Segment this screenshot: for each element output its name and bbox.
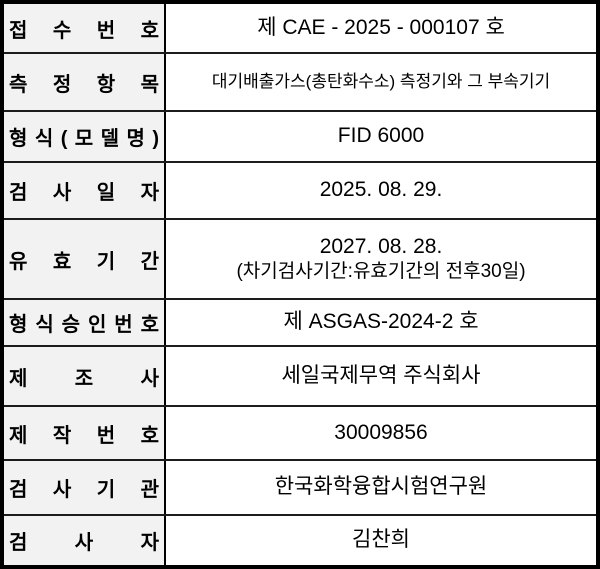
field-label: 측 정 항 목	[9, 73, 159, 96]
field-label-cell: 유 효 기 간	[4, 220, 166, 298]
table-row-type-approval-number: 형 식 승 인 번 호 제 ASGAS-2024-2 호	[4, 298, 596, 345]
field-label: 검 사 기 관	[9, 479, 159, 501]
field-label: 검 사 자	[9, 532, 159, 554]
field-value: 제 CAE - 2025 - 000107 호	[257, 15, 505, 39]
field-label: 검 사 일 자	[9, 182, 159, 204]
field-label-cell: 형 식 ( 모 델 명 )	[4, 112, 166, 161]
field-label: 제 조 사	[9, 367, 159, 390]
field-label-cell: 제 조 사	[4, 347, 166, 405]
field-label-cell: 검 사 자	[4, 516, 166, 565]
field-value-cell: 세일국제무역 주식회사	[166, 347, 596, 405]
field-label-cell: 검 사 일 자	[4, 163, 166, 218]
table-row-inspection-date: 검 사 일 자 2025. 08. 29.	[4, 161, 596, 218]
field-label-cell: 제 작 번 호	[4, 407, 166, 459]
field-value: 대기배출가스(총탄화수소) 측정기와 그 부속기기	[211, 72, 551, 92]
field-label-cell: 형 식 승 인 번 호	[4, 300, 166, 345]
field-label: 형 식 승 인 번 호	[9, 314, 159, 336]
field-value-cell: 한국화학융합시험연구원	[166, 461, 596, 514]
field-value-cell: 대기배출가스(총탄화수소) 측정기와 그 부속기기	[166, 54, 596, 110]
table-row-model-name: 형 식 ( 모 델 명 ) FID 6000	[4, 110, 596, 161]
field-value-cell: 제 CAE - 2025 - 000107 호	[166, 4, 596, 52]
field-label: 형 식 ( 모 델 명 )	[9, 128, 159, 150]
field-value: 2027. 08. 28.	[319, 235, 443, 258]
table-row-inspector: 검 사 자 김찬희	[4, 514, 596, 565]
field-value-cell: 30009856	[166, 407, 596, 459]
table-row-validity-period: 유 효 기 간 2027. 08. 28. (차기검사기간:유효기간의 전후30…	[4, 218, 596, 298]
field-label: 접 수 번 호	[9, 19, 159, 42]
table-row-inspection-agency: 검 사 기 관 한국화학융합시험연구원	[4, 459, 596, 514]
field-value-note: (차기검사기간:유효기간의 전후30일)	[236, 261, 526, 283]
table-row-measurement-item: 측 정 항 목 대기배출가스(총탄화수소) 측정기와 그 부속기기	[4, 52, 596, 110]
field-value-cell: 2025. 08. 29.	[166, 163, 596, 218]
field-value: 한국화학융합시험연구원	[274, 475, 488, 499]
table-row-serial-number: 제 작 번 호 30009856	[4, 405, 596, 459]
field-label-cell: 접 수 번 호	[4, 4, 166, 52]
field-value: 2025. 08. 29.	[319, 178, 443, 202]
field-value-cell: 2027. 08. 28. (차기검사기간:유효기간의 전후30일)	[166, 220, 596, 298]
field-value: 세일국제무역 주식회사	[281, 363, 481, 387]
field-value: FID 6000	[337, 124, 425, 148]
field-label: 제 작 번 호	[9, 424, 159, 447]
field-value-cell: FID 6000	[166, 112, 596, 161]
field-value-cell: 제 ASGAS-2024-2 호	[166, 300, 596, 345]
field-value-cell: 김찬희	[166, 516, 596, 565]
field-label: 유 효 기 간	[9, 250, 159, 273]
field-label-cell: 측 정 항 목	[4, 54, 166, 110]
field-value: 제 ASGAS-2024-2 호	[283, 310, 479, 334]
field-value: 김찬희	[352, 528, 410, 552]
table-row-receipt-number: 접 수 번 호 제 CAE - 2025 - 000107 호	[4, 4, 596, 52]
field-label-cell: 검 사 기 관	[4, 461, 166, 514]
field-value: 30009856	[334, 420, 428, 444]
table-row-manufacturer: 제 조 사 세일국제무역 주식회사	[4, 345, 596, 405]
